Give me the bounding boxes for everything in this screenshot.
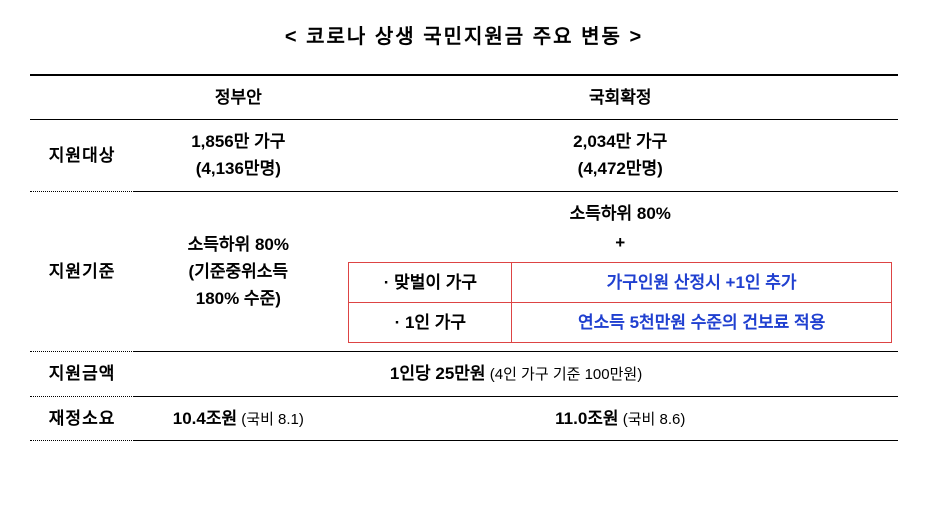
target-gov-line1: 1,856만 가구: [191, 132, 285, 151]
inner-label-1: · 맞벌이 가구: [349, 262, 512, 302]
header-row: 정부안 국회확정: [30, 75, 898, 120]
criteria-assembly-top: 소득하위 80%: [348, 200, 892, 227]
criteria-inner-table: · 맞벌이 가구 가구인원 산정시 +1인 추가 · 1인 가구 연소득 5천만…: [348, 262, 892, 343]
amount-main: 1인당 25만원: [390, 364, 486, 383]
criteria-plus: +: [348, 229, 892, 256]
inner-row-1: · 맞벌이 가구 가구인원 산정시 +1인 추가: [349, 262, 892, 302]
cell-cost-assembly: 11.0조원 (국비 8.6): [342, 396, 898, 440]
rowhead-target: 지원대상: [30, 120, 134, 191]
cell-amount: 1인당 25만원 (4인 가구 기준 100만원): [134, 352, 898, 396]
cell-cost-gov: 10.4조원 (국비 8.1): [134, 396, 342, 440]
rowhead-cost: 재정소요: [30, 396, 134, 440]
inner-value-1: 가구인원 산정시 +1인 추가: [512, 262, 892, 302]
rowhead-amount: 지원금액: [30, 352, 134, 396]
row-target: 지원대상 1,856만 가구 (4,136만명) 2,034만 가구 (4,47…: [30, 120, 898, 191]
criteria-gov-line1: 소득하위 80%: [188, 235, 289, 254]
inner-label-2: · 1인 가구: [349, 303, 512, 343]
rowhead-criteria: 지원기준: [30, 191, 134, 352]
cost-assembly-note: (국비 8.6): [619, 411, 686, 428]
row-amount: 지원금액 1인당 25만원 (4인 가구 기준 100만원): [30, 352, 898, 396]
target-gov-line2: (4,136만명): [196, 159, 281, 178]
cell-criteria-gov: 소득하위 80% (기준중위소득 180% 수준): [134, 191, 342, 352]
amount-note: (4인 가구 기준 100만원): [486, 366, 643, 383]
target-assembly-line1: 2,034만 가구: [573, 132, 667, 151]
header-blank: [30, 75, 134, 120]
criteria-gov-line3: 180% 수준): [196, 289, 281, 308]
header-assembly: 국회확정: [342, 75, 898, 120]
target-assembly-line2: (4,472만명): [578, 159, 663, 178]
inner-value-2: 연소득 5천만원 수준의 건보료 적용: [512, 303, 892, 343]
cell-target-gov: 1,856만 가구 (4,136만명): [134, 120, 342, 191]
cost-gov-note: (국비 8.1): [237, 411, 304, 428]
criteria-gov-line2: (기준중위소득: [189, 262, 289, 281]
cost-gov-main: 10.4조원: [173, 409, 237, 428]
inner-row-2: · 1인 가구 연소득 5천만원 수준의 건보료 적용: [349, 303, 892, 343]
main-table: 정부안 국회확정 지원대상 1,856만 가구 (4,136만명) 2,034만…: [30, 74, 898, 441]
cell-criteria-assembly: 소득하위 80% + · 맞벌이 가구 가구인원 산정시 +1인 추가 · 1인…: [342, 191, 898, 352]
header-gov: 정부안: [134, 75, 342, 120]
row-criteria: 지원기준 소득하위 80% (기준중위소득 180% 수준) 소득하위 80% …: [30, 191, 898, 352]
cell-target-assembly: 2,034만 가구 (4,472만명): [342, 120, 898, 191]
row-cost: 재정소요 10.4조원 (국비 8.1) 11.0조원 (국비 8.6): [30, 396, 898, 440]
page-title: < 코로나 상생 국민지원금 주요 변동 >: [30, 20, 898, 49]
cost-assembly-main: 11.0조원: [555, 409, 618, 428]
